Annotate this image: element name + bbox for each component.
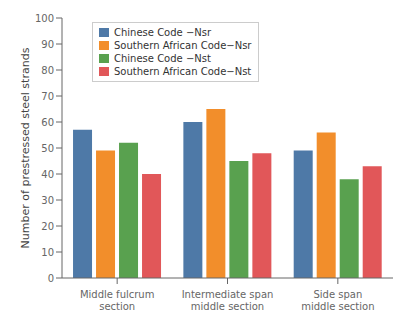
svg-text:60: 60	[41, 117, 54, 128]
svg-text:100: 100	[35, 13, 54, 24]
svg-text:0: 0	[48, 273, 54, 284]
html-text:Southern African Code−Nsr: Southern African Code−Nsr	[114, 40, 252, 51]
html-text:Chinese Code −Nst: Chinese Code −Nst	[114, 53, 211, 64]
svg-text:30: 30	[41, 195, 54, 206]
svg-text:80: 80	[41, 65, 54, 76]
svg-text:40: 40	[41, 169, 54, 180]
svg-text:20: 20	[41, 221, 54, 232]
svg-text:50: 50	[41, 143, 54, 154]
svg-text:70: 70	[41, 91, 54, 102]
svg-text:Middle fulcrumsection: Middle fulcrumsection	[80, 289, 155, 312]
html-text:Southern African Code−Nst: Southern African Code−Nst	[114, 66, 252, 77]
svg-text:Intermediate spanmiddle sectio: Intermediate spanmiddle section	[182, 289, 274, 312]
svg-text:90: 90	[41, 39, 54, 50]
svg-text:Number of prestressed steel st: Number of prestressed steel strands	[19, 47, 32, 248]
svg-text:Side spanmiddle section: Side spanmiddle section	[301, 289, 374, 312]
html-text:Chinese Code −Nsr: Chinese Code −Nsr	[114, 27, 212, 38]
svg-text:10: 10	[41, 247, 54, 258]
